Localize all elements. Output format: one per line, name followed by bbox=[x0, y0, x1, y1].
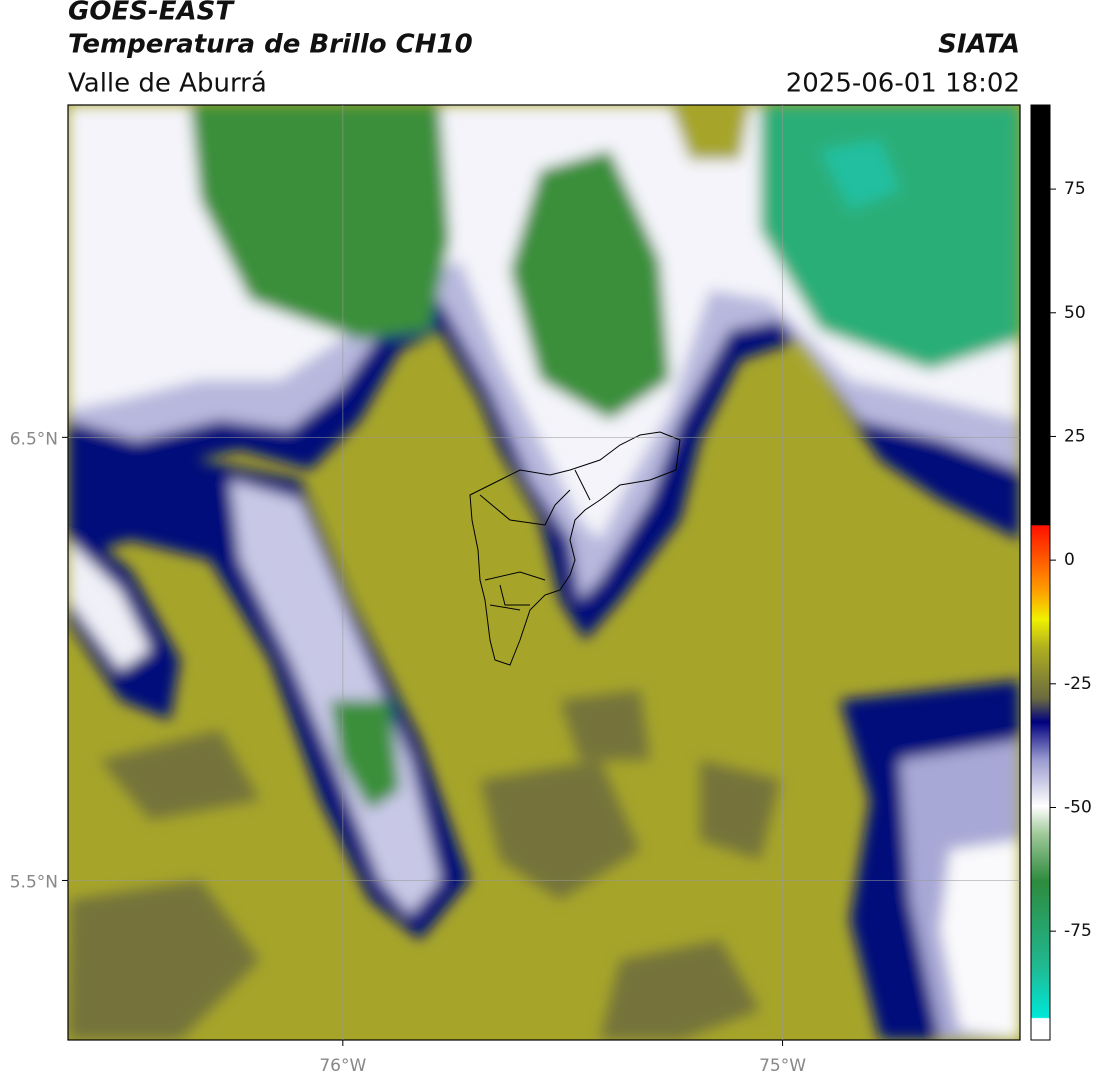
satellite-image bbox=[68, 105, 1020, 1040]
title: GOES-EAST bbox=[68, 0, 235, 27]
colorbar-label: -75 bbox=[1064, 921, 1092, 941]
lat-label: 6.5°N bbox=[10, 429, 58, 449]
lon-label: 76°W bbox=[319, 1056, 366, 1076]
colorbar-label: 75 bbox=[1064, 179, 1086, 199]
colorbar-label: 25 bbox=[1064, 426, 1086, 446]
colorbar-label: -25 bbox=[1064, 674, 1092, 694]
lat-label: 5.5°N bbox=[10, 872, 58, 892]
lon-label: 75°W bbox=[759, 1056, 806, 1076]
map-frame bbox=[67, 104, 1021, 1041]
valley-boundaries bbox=[469, 431, 681, 666]
agency: SIATA bbox=[938, 30, 1020, 60]
region: Valle de Aburrá bbox=[68, 69, 267, 99]
colorbar-label: -50 bbox=[1064, 797, 1092, 817]
colorbar-label: 0 bbox=[1064, 550, 1075, 570]
datetime: 2025-06-01 18:02 bbox=[786, 69, 1020, 99]
subtitle: Temperatura de Brillo CH10 bbox=[68, 30, 473, 60]
colorbar-label: 50 bbox=[1064, 303, 1086, 323]
colorbar bbox=[1030, 104, 1051, 1041]
